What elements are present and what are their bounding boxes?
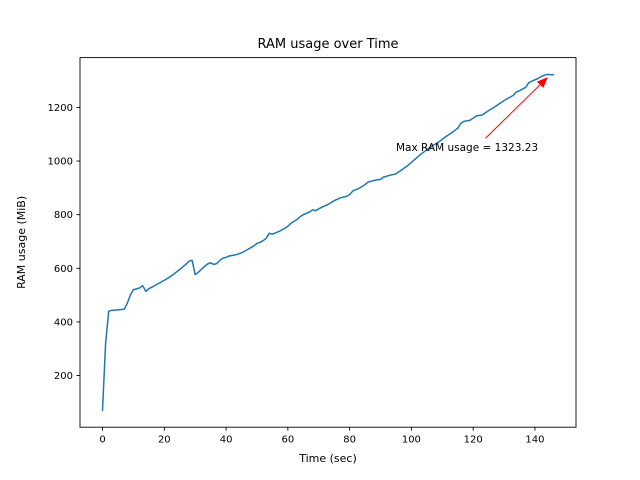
y-tick-label: 1000	[48, 157, 73, 168]
plot-area	[80, 57, 576, 428]
y-tick-label: 800	[54, 210, 73, 221]
x-tick-label: 120	[464, 435, 483, 446]
x-tick-label: 40	[220, 435, 233, 446]
y-tick-label: 600	[54, 264, 73, 275]
annotation-arrow-line	[485, 84, 541, 139]
y-tick-label: 200	[54, 371, 73, 382]
y-tick-label: 1200	[48, 103, 73, 114]
annotation-arrow-head	[536, 77, 548, 88]
x-tick-label: 100	[402, 435, 421, 446]
x-axis-label: Time (sec)	[298, 452, 357, 465]
x-axis-ticks: 0 20 40 60 80 100 120 140	[99, 427, 544, 446]
y-tick-label: 400	[54, 317, 73, 328]
x-tick-label: 0	[99, 435, 105, 446]
y-axis-label: RAM usage (MiB)	[15, 196, 28, 289]
y-axis-ticks: 200 400 600 800 1000 1200	[48, 103, 80, 382]
x-tick-label: 140	[525, 435, 544, 446]
ram-usage-line	[101, 73, 555, 412]
x-tick-label: 80	[343, 435, 356, 446]
x-tick-label: 60	[281, 435, 294, 446]
x-tick-label: 20	[158, 435, 171, 446]
max-annotation: Max RAM usage = 1323.23	[396, 77, 548, 154]
chart-title: RAM usage over Time	[257, 37, 398, 52]
annotation-label: Max RAM usage = 1323.23	[396, 142, 538, 154]
axes-spines	[79, 57, 577, 428]
